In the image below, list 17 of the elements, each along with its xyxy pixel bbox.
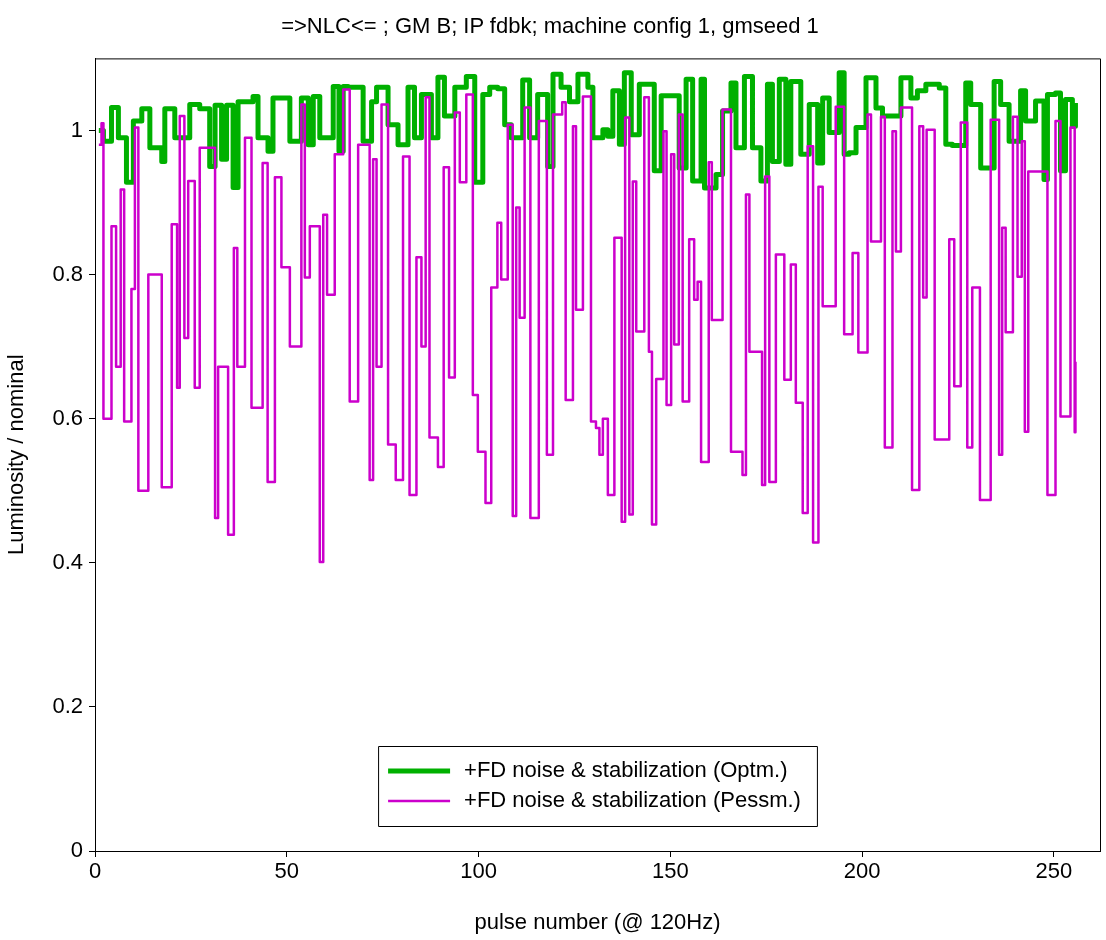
- legend-label: +FD noise & stabilization (Pessm.): [464, 787, 801, 813]
- y-axis-title: Luminosity / nominal: [3, 354, 29, 555]
- x-tick-label: 250: [1035, 858, 1073, 884]
- y-tick-label: 0.2: [52, 692, 83, 718]
- x-axis-title: pulse number (@ 120Hz): [474, 908, 721, 934]
- y-tick-label: 0.4: [52, 548, 83, 574]
- y-tick-label: 0.6: [52, 404, 83, 430]
- y-tick-label: 1: [70, 116, 83, 142]
- legend-label: +FD noise & stabilization (Optm.): [464, 757, 788, 783]
- x-tick-label: 150: [652, 858, 689, 884]
- y-tick-label: 0: [70, 837, 83, 863]
- x-tick-label: 200: [843, 858, 881, 884]
- x-tick-label: 50: [274, 858, 300, 884]
- chart-title: =>NLC<= ; GM B; IP fdbk; machine config 1, gmseed 1: [281, 13, 819, 39]
- y-tick-label: 0.8: [52, 260, 83, 286]
- x-tick-label: 0: [88, 858, 102, 884]
- x-tick-label: 100: [460, 858, 497, 884]
